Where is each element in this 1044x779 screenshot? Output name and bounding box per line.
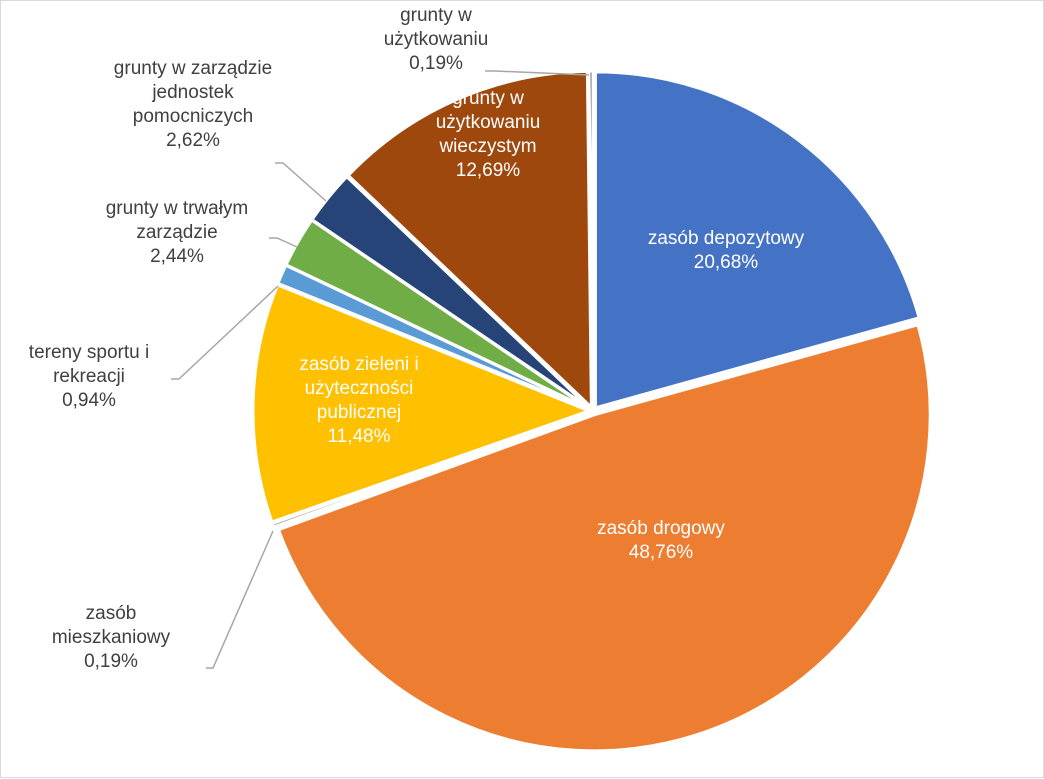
slice-category-label: pomocniczych — [133, 106, 253, 127]
slice-category-label: użytkowaniu — [436, 112, 541, 133]
slice-percent-label: 12,69% — [456, 160, 521, 181]
data-label: zasób depozytowy 20,68% — [648, 228, 805, 273]
slice-category-label: grunty w — [452, 88, 524, 109]
leader-line — [269, 237, 298, 248]
slice-category-label: zarządzie — [136, 222, 217, 243]
pie-slice — [310, 175, 592, 410]
slice-category-label: zasób zieleni i — [299, 354, 418, 375]
slice-category-label: zasób drogowy — [597, 518, 725, 539]
slice-percent-label: 2,44% — [150, 246, 204, 267]
slice-category-label: zasób — [86, 603, 137, 624]
slice-category-label: tereny sportu i — [29, 342, 149, 363]
pie-slice — [593, 70, 921, 410]
slice-category-label: rekreacji — [53, 366, 125, 387]
slice-percent-label: 2,62% — [166, 130, 220, 151]
pie-slice — [346, 69, 593, 409]
slice-category-label: wieczystym — [438, 136, 536, 157]
slice-percent-label: 48,76% — [629, 542, 694, 563]
data-label: grunty w użytkowaniu 0,19% — [384, 5, 489, 74]
leader-line — [485, 70, 590, 76]
slice-percent-label: 0,94% — [62, 390, 116, 411]
slice-category-label: użyteczności — [305, 378, 414, 399]
slice-category-label: zasób depozytowy — [648, 228, 805, 249]
data-label: tereny sportu i rekreacji 0,94% — [29, 342, 149, 411]
slice-category-label: grunty w — [400, 5, 472, 26]
pie-slice — [251, 283, 591, 524]
slice-percent-label: 20,68% — [694, 252, 759, 273]
data-label: zasób mieszkaniowy 0,19% — [52, 603, 171, 672]
slice-category-label: mieszkaniowy — [52, 627, 171, 648]
leader-line — [171, 285, 279, 380]
data-label: zasób drogowy 48,76% — [597, 518, 725, 563]
data-label: zasób zieleni i użyteczności publicznej 11,… — [299, 354, 418, 447]
data-label: grunty w zarządzie jednostek pomocniczych 2… — [114, 58, 272, 151]
slice-category-label: użytkowaniu — [384, 29, 489, 50]
slice-category-label: grunty w trwałym — [106, 198, 249, 219]
slice-category-label: publicznej — [317, 402, 402, 423]
data-label: grunty w trwałym zarządzie 2,44% — [106, 198, 249, 267]
leader-line — [275, 162, 327, 202]
slice-percent-label: 0,19% — [84, 651, 138, 672]
leader-line — [206, 530, 274, 669]
slice-percent-label: 11,48% — [327, 426, 390, 447]
data-label: grunty w użytkowaniu wieczystym 12,69% — [436, 88, 541, 181]
slice-category-label: jednostek — [151, 82, 234, 103]
slice-percent-label: 0,19% — [409, 53, 463, 74]
slice-category-label: grunty w zarządzie — [114, 58, 272, 79]
pie-slice — [587, 69, 595, 409]
pie-slice — [276, 323, 932, 753]
